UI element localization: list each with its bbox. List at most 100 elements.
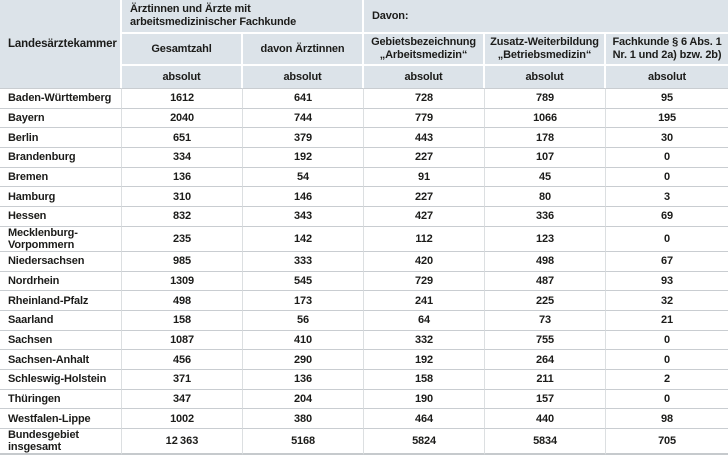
row-label: Berlin [0, 127, 122, 148]
value-cell: 30 [606, 127, 728, 148]
value-cell: 178 [485, 127, 606, 148]
value-cell: 98 [606, 408, 728, 428]
value-cell: 107 [485, 147, 606, 167]
column-header-landesaerztekammer: Landesärztekammer [0, 0, 122, 88]
table-row: Saarland 158 56 64 73 21 [0, 309, 728, 330]
value-cell: 192 [364, 349, 485, 369]
value-cell: 651 [122, 127, 243, 148]
table-row: Mecklenburg-Vorpommern 235 142 112 123 0 [0, 225, 728, 251]
value-cell: 347 [122, 388, 243, 409]
row-label: Schleswig-Holstein [0, 368, 122, 389]
table-row: Nordrhein 1309 545 729 487 93 [0, 270, 728, 291]
unit-label: absolut [243, 66, 364, 88]
table-row: Thüringen 347 204 190 157 0 [0, 388, 728, 409]
value-cell: 225 [485, 290, 606, 310]
value-cell: 158 [364, 368, 485, 389]
value-cell: 641 [243, 88, 364, 108]
value-cell: 410 [243, 329, 364, 350]
value-cell: 310 [122, 186, 243, 207]
row-label: Rheinland-Pfalz [0, 290, 122, 310]
value-cell: 0 [606, 166, 728, 187]
value-cell: 93 [606, 270, 728, 291]
value-cell: 21 [606, 309, 728, 330]
table-row: Bayern 2040 744 779 1066 195 [0, 107, 728, 128]
value-cell: 1066 [485, 107, 606, 128]
value-cell: 0 [606, 349, 728, 369]
value-cell: 32 [606, 290, 728, 310]
value-cell: 456 [122, 349, 243, 369]
value-cell: 443 [364, 127, 485, 148]
value-cell: 3 [606, 186, 728, 207]
value-cell: 1087 [122, 329, 243, 350]
value-cell: 95 [606, 88, 728, 108]
table-row: Berlin 651 379 443 178 30 [0, 127, 728, 148]
column-header-gesamtzahl: Gesamtzahl [122, 34, 243, 66]
value-cell: 333 [243, 250, 364, 271]
value-cell: 729 [364, 270, 485, 291]
value-cell: 290 [243, 349, 364, 369]
value-cell: 5168 [243, 428, 364, 455]
value-cell: 487 [485, 270, 606, 291]
table-row: Rheinland-Pfalz 498 173 241 225 32 [0, 290, 728, 310]
value-cell: 744 [243, 107, 364, 128]
value-cell: 157 [485, 388, 606, 409]
value-cell: 343 [243, 206, 364, 226]
unit-label: absolut [122, 66, 243, 88]
value-cell: 0 [606, 225, 728, 251]
value-cell: 56 [243, 309, 364, 330]
value-cell: 45 [485, 166, 606, 187]
value-cell: 545 [243, 270, 364, 291]
value-cell: 80 [485, 186, 606, 207]
value-cell: 1612 [122, 88, 243, 108]
value-cell: 12 363 [122, 428, 243, 455]
value-cell: 0 [606, 329, 728, 350]
row-label: Hamburg [0, 186, 122, 207]
row-label: Baden-Württemberg [0, 88, 122, 108]
value-cell: 728 [364, 88, 485, 108]
row-label: Brandenburg [0, 147, 122, 167]
value-cell: 380 [243, 408, 364, 428]
row-label: Bayern [0, 107, 122, 128]
value-cell: 211 [485, 368, 606, 389]
value-cell: 789 [485, 88, 606, 108]
value-cell: 190 [364, 388, 485, 409]
value-cell: 91 [364, 166, 485, 187]
row-label: Niedersachsen [0, 250, 122, 271]
value-cell: 755 [485, 329, 606, 350]
value-cell: 54 [243, 166, 364, 187]
table-body: Baden-Württemberg 1612 641 728 789 95 Bayern 20… [0, 88, 728, 455]
row-label: Sachsen-Anhalt [0, 349, 122, 369]
table-row: Niedersachsen 985 333 420 498 67 [0, 250, 728, 271]
unit-label: absolut [606, 66, 728, 88]
row-label: Sachsen [0, 329, 122, 350]
value-cell: 264 [485, 349, 606, 369]
value-cell: 204 [243, 388, 364, 409]
value-cell: 5834 [485, 428, 606, 455]
value-cell: 192 [243, 147, 364, 167]
value-cell: 158 [122, 309, 243, 330]
value-cell: 2040 [122, 107, 243, 128]
value-cell: 1309 [122, 270, 243, 291]
value-cell: 705 [606, 428, 728, 455]
value-cell: 173 [243, 290, 364, 310]
value-cell: 64 [364, 309, 485, 330]
column-header-davon-aerztinnen: davon Ärztinnen [243, 34, 364, 66]
value-cell: 498 [122, 290, 243, 310]
value-cell: 69 [606, 206, 728, 226]
table-row: Brandenburg 334 192 227 107 0 [0, 147, 728, 167]
value-cell: 227 [364, 186, 485, 207]
value-cell: 985 [122, 250, 243, 271]
value-cell: 334 [122, 147, 243, 167]
total-row: Bundesgebiet insgesamt 12 363 5168 5824 5834… [0, 428, 728, 455]
value-cell: 136 [122, 166, 243, 187]
row-label: Thüringen [0, 388, 122, 409]
value-cell: 332 [364, 329, 485, 350]
table-row: Westfalen-Lippe 1002 380 464 440 98 [0, 408, 728, 428]
value-cell: 1002 [122, 408, 243, 428]
value-cell: 235 [122, 225, 243, 251]
value-cell: 73 [485, 309, 606, 330]
table-row: Sachsen 1087 410 332 755 0 [0, 329, 728, 350]
value-cell: 146 [243, 186, 364, 207]
value-cell: 420 [364, 250, 485, 271]
